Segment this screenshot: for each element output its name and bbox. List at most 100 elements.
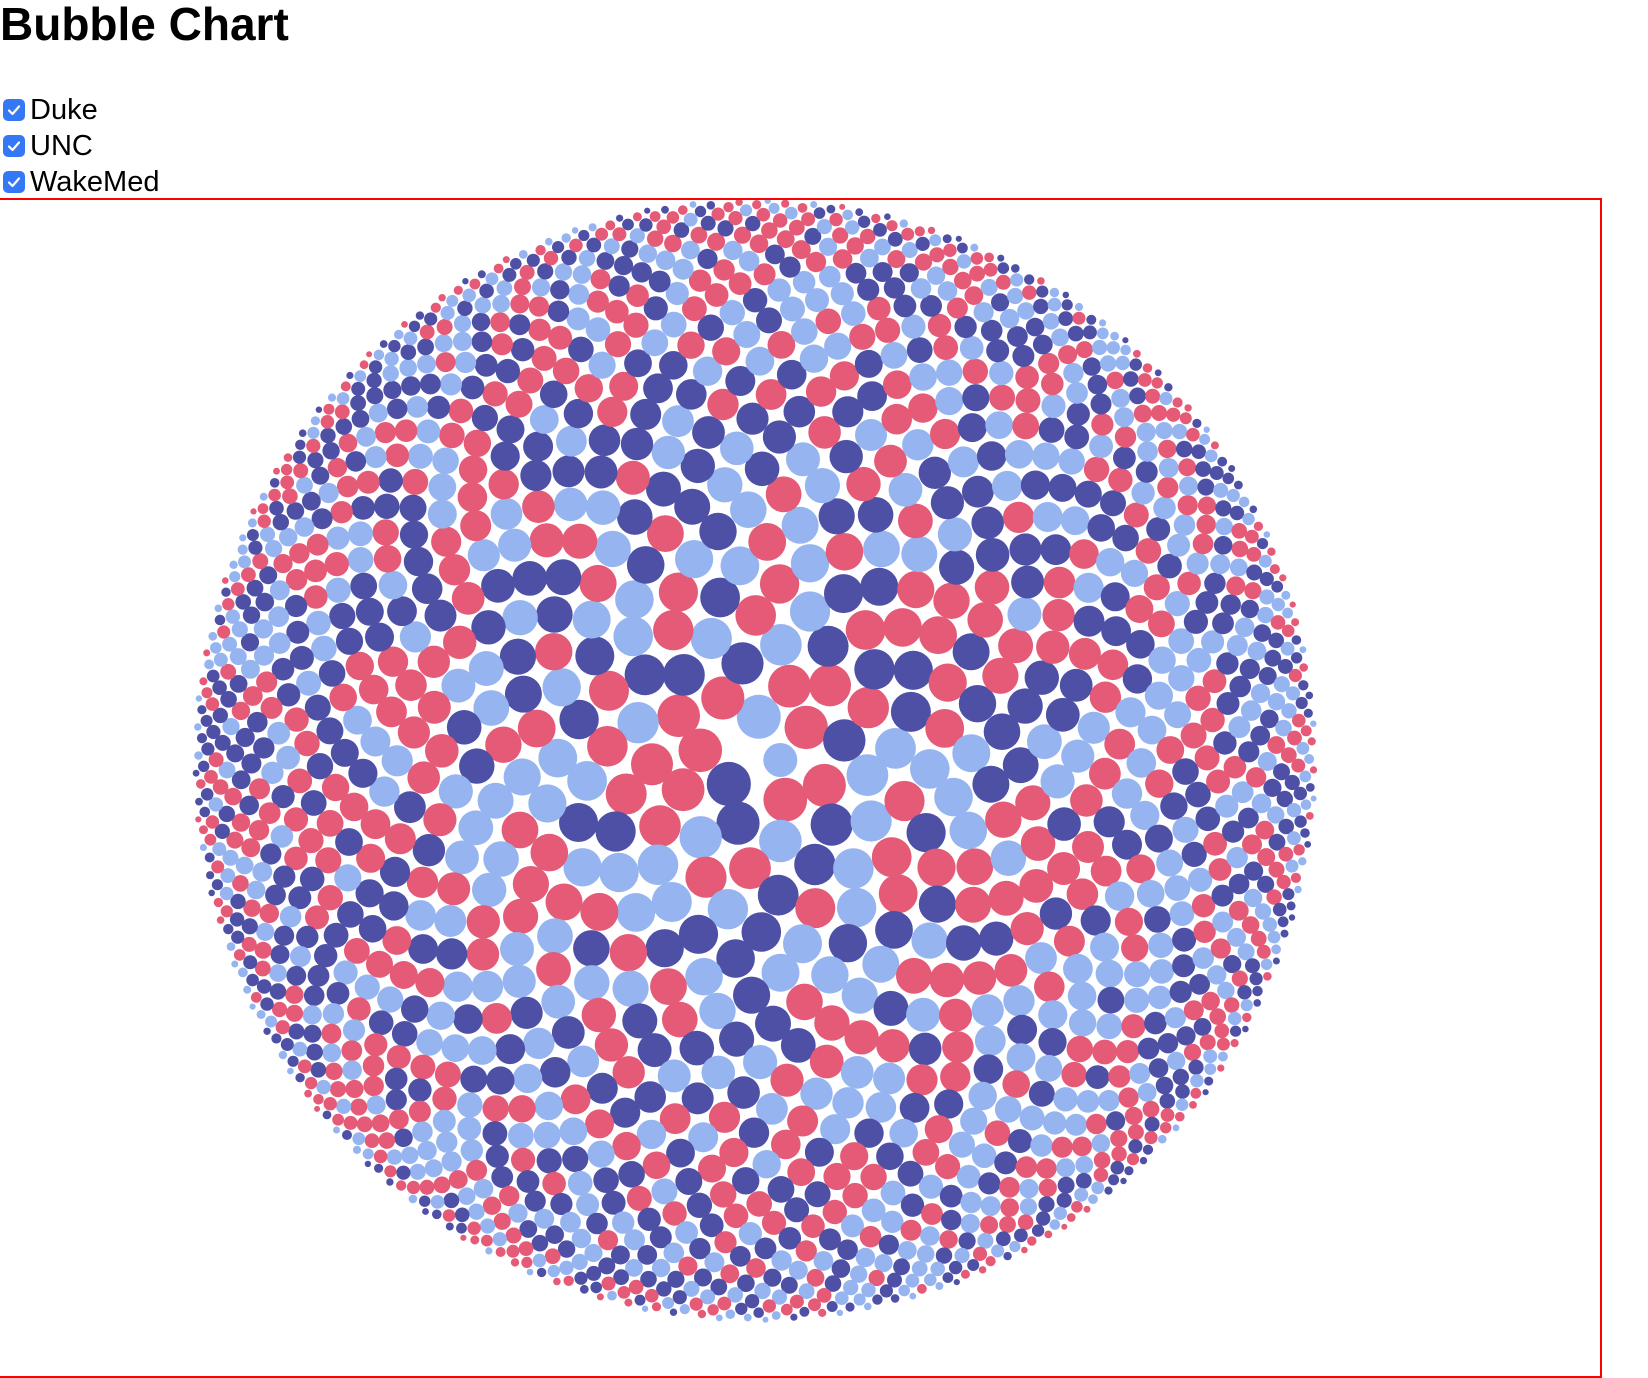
bubble-duke[interactable] [742, 288, 768, 313]
bubble-wakemed[interactable] [344, 938, 370, 964]
bubble-wakemed[interactable] [330, 501, 353, 524]
bubble-unc[interactable] [276, 745, 300, 770]
bubble-unc[interactable] [1203, 426, 1210, 433]
bubble-wakemed[interactable] [615, 460, 650, 495]
bubble-wakemed[interactable] [806, 1268, 825, 1287]
bubble-unc[interactable] [752, 1150, 781, 1179]
bubble-duke[interactable] [260, 843, 282, 865]
bubble-unc[interactable] [833, 848, 874, 889]
bubble-duke[interactable] [563, 398, 594, 429]
bubble-duke[interactable] [1157, 1033, 1179, 1054]
bubble-duke[interactable] [419, 1195, 431, 1207]
bubble-wakemed[interactable] [878, 874, 918, 914]
bubble-duke[interactable] [408, 934, 438, 964]
bubble-wakemed[interactable] [605, 773, 647, 815]
bubble-wakemed[interactable] [1142, 1100, 1160, 1118]
bubble-duke[interactable] [1012, 345, 1035, 367]
bubble-duke[interactable] [725, 366, 756, 396]
bubble-unc[interactable] [296, 670, 322, 696]
bubble-unc[interactable] [853, 1293, 866, 1306]
bubble-unc[interactable] [1148, 985, 1172, 1010]
bubble-unc[interactable] [864, 1302, 872, 1311]
bubble-duke[interactable] [780, 1028, 816, 1063]
bubble-wakemed[interactable] [1038, 1178, 1057, 1197]
bubble-wakemed[interactable] [395, 669, 427, 701]
bubble-unc[interactable] [226, 942, 236, 951]
bubble-wakemed[interactable] [327, 458, 348, 478]
bubble-unc[interactable] [1099, 355, 1117, 372]
bubble-duke[interactable] [1237, 985, 1252, 1000]
bubble-unc[interactable] [657, 1059, 691, 1093]
bubble-wakemed[interactable] [840, 1142, 869, 1171]
bubble-wakemed[interactable] [499, 1185, 520, 1207]
bubble-wakemed[interactable] [697, 1309, 707, 1319]
bubble-duke[interactable] [231, 930, 245, 944]
bubble-duke[interactable] [727, 1076, 760, 1109]
bubble-unc[interactable] [222, 849, 239, 866]
bubble-wakemed[interactable] [1269, 564, 1280, 575]
bubble-unc[interactable] [427, 499, 457, 529]
bubble-unc[interactable] [1137, 715, 1167, 745]
bubble-wakemed[interactable] [984, 1120, 1011, 1146]
bubble-unc[interactable] [956, 254, 972, 269]
bubble-unc[interactable] [287, 1067, 294, 1075]
bubble-wakemed[interactable] [897, 571, 935, 609]
bubble-wakemed[interactable] [1210, 441, 1219, 450]
bubble-duke[interactable] [617, 499, 653, 535]
bubble-wakemed[interactable] [510, 294, 530, 314]
bubble-unc[interactable] [585, 490, 621, 525]
bubble-wakemed[interactable] [808, 416, 841, 449]
bubble-duke[interactable] [639, 218, 653, 232]
bubble-wakemed[interactable] [645, 1288, 659, 1303]
bubble-wakemed[interactable] [925, 709, 965, 748]
bubble-duke[interactable] [646, 471, 681, 507]
bubble-unc[interactable] [599, 852, 639, 893]
bubble-duke[interactable] [1280, 929, 1289, 938]
bubble-unc[interactable] [841, 977, 878, 1014]
bubble-unc[interactable] [971, 994, 1004, 1027]
bubble-duke[interactable] [255, 592, 275, 612]
bubble-wakemed[interactable] [548, 325, 573, 350]
bubble-duke[interactable] [1298, 680, 1309, 691]
bubble-wakemed[interactable] [612, 1056, 645, 1089]
bubble-wakemed[interactable] [282, 488, 298, 505]
bubble-duke[interactable] [1222, 472, 1235, 485]
bubble-wakemed[interactable] [711, 207, 725, 221]
bubble-wakemed[interactable] [232, 875, 249, 892]
bubble-duke[interactable] [1172, 954, 1196, 978]
bubble-wakemed[interactable] [1114, 907, 1143, 937]
bubble-unc[interactable] [322, 1003, 345, 1025]
bubble-unc[interactable] [1296, 741, 1310, 755]
bubble-wakemed[interactable] [657, 694, 700, 738]
bubble-unc[interactable] [1273, 676, 1290, 693]
bubble-duke[interactable] [471, 610, 506, 645]
bubble-unc[interactable] [1068, 1009, 1097, 1037]
bubble-wakemed[interactable] [685, 856, 727, 898]
bubble-wakemed[interactable] [338, 433, 358, 453]
bubble-unc[interactable] [538, 738, 578, 778]
bubble-duke[interactable] [276, 683, 301, 707]
bubble-wakemed[interactable] [1072, 1136, 1092, 1157]
bubble-wakemed[interactable] [1072, 831, 1104, 863]
bubble-unc[interactable] [238, 555, 251, 569]
bubble-unc[interactable] [384, 351, 399, 367]
bubble-duke[interactable] [716, 801, 760, 845]
bubble-unc[interactable] [498, 528, 532, 562]
bubble-wakemed[interactable] [1199, 1034, 1216, 1051]
bubble-duke[interactable] [1137, 1037, 1160, 1060]
bubble-wakemed[interactable] [662, 1001, 698, 1038]
checkbox-duke[interactable] [3, 99, 25, 121]
bubble-wakemed[interactable] [928, 663, 967, 702]
bubble-wakemed[interactable] [647, 230, 664, 247]
bubble-duke[interactable] [355, 879, 384, 908]
bubble-unc[interactable] [637, 844, 679, 886]
bubble-duke[interactable] [918, 456, 951, 489]
bubble-unc[interactable] [432, 447, 459, 475]
bubble-duke[interactable] [744, 1294, 760, 1309]
bubble-duke[interactable] [214, 823, 230, 840]
bubble-unc[interactable] [973, 302, 994, 323]
bubble-wakemed[interactable] [294, 730, 320, 757]
bubble-wakemed[interactable] [438, 554, 471, 586]
bubble-wakemed[interactable] [849, 323, 876, 350]
bubble-duke[interactable] [311, 508, 333, 530]
